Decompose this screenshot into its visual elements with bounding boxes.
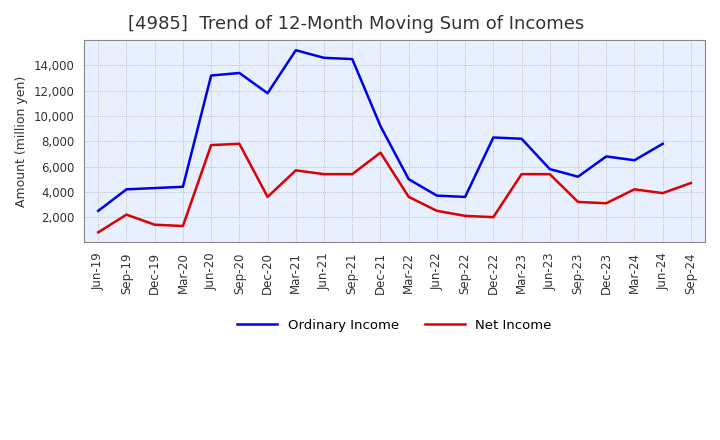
Net Income: [94, 230, 102, 235]
Ordinary Income: [348, 56, 356, 62]
Ordinary Income: [658, 141, 667, 147]
Ordinary Income: [320, 55, 328, 60]
Ordinary Income: [179, 184, 187, 190]
Ordinary Income: [264, 91, 272, 96]
Net Income: [264, 194, 272, 200]
Net Income: [687, 180, 696, 186]
Ordinary Income: [94, 208, 102, 213]
Ordinary Income: [292, 48, 300, 53]
Net Income: [574, 199, 582, 205]
Ordinary Income: [235, 70, 243, 76]
Ordinary Income: [376, 124, 384, 129]
Ordinary Income: [150, 185, 159, 191]
Legend: Ordinary Income, Net Income: Ordinary Income, Net Income: [233, 314, 557, 337]
Ordinary Income: [489, 135, 498, 140]
Net Income: [602, 201, 611, 206]
Ordinary Income: [574, 174, 582, 180]
Net Income: [122, 212, 131, 217]
Net Income: [207, 143, 215, 148]
Ordinary Income: [433, 193, 441, 198]
Net Income: [546, 172, 554, 177]
Net Income: [348, 172, 356, 177]
Net Income: [150, 222, 159, 227]
Ordinary Income: [517, 136, 526, 141]
Y-axis label: Amount (million yen): Amount (million yen): [15, 76, 28, 207]
Net Income: [235, 141, 243, 147]
Net Income: [433, 208, 441, 213]
Net Income: [489, 215, 498, 220]
Ordinary Income: [546, 166, 554, 172]
Net Income: [320, 172, 328, 177]
Net Income: [292, 168, 300, 173]
Net Income: [376, 150, 384, 155]
Net Income: [405, 194, 413, 200]
Ordinary Income: [122, 187, 131, 192]
Text: [4985]  Trend of 12-Month Moving Sum of Incomes: [4985] Trend of 12-Month Moving Sum of I…: [127, 15, 584, 33]
Ordinary Income: [602, 154, 611, 159]
Line: Net Income: Net Income: [98, 144, 691, 232]
Net Income: [461, 213, 469, 219]
Ordinary Income: [405, 176, 413, 182]
Line: Ordinary Income: Ordinary Income: [98, 50, 662, 211]
Ordinary Income: [207, 73, 215, 78]
Net Income: [517, 172, 526, 177]
Net Income: [658, 191, 667, 196]
Net Income: [630, 187, 639, 192]
Net Income: [179, 224, 187, 229]
Ordinary Income: [630, 158, 639, 163]
Ordinary Income: [461, 194, 469, 200]
